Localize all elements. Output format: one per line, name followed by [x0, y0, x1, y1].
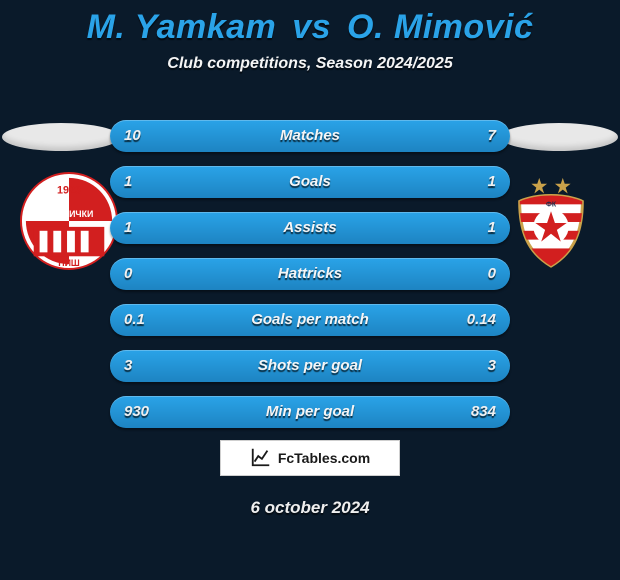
stat-row: 0Hattricks0 — [110, 258, 510, 290]
svg-text:РАДНИЧКИ: РАДНИЧКИ — [45, 209, 94, 219]
player-silhouette-right — [500, 123, 618, 151]
player-silhouette-left — [2, 123, 120, 151]
club-logo-right: ФК — [502, 172, 600, 270]
page-title: M. Yamkam vs O. Mimović — [0, 0, 620, 47]
date-text: 6 october 2024 — [0, 498, 620, 518]
stat-label: Min per goal — [110, 396, 510, 428]
stat-value-right: 0.14 — [467, 304, 496, 336]
stat-value-right: 1 — [488, 166, 496, 198]
title-left: M. Yamkam — [87, 8, 277, 46]
club-left-year: 1923 — [57, 185, 81, 197]
stat-label: Assists — [110, 212, 510, 244]
stat-value-right: 1 — [488, 212, 496, 244]
subtitle: Club competitions, Season 2024/2025 — [0, 55, 620, 73]
stat-row: 1Assists1 — [110, 212, 510, 244]
stat-row: 0.1Goals per match0.14 — [110, 304, 510, 336]
stat-value-right: 3 — [488, 350, 496, 382]
stats-rows: 10Matches71Goals11Assists10Hattricks00.1… — [110, 120, 510, 442]
svg-text:ФК: ФК — [546, 201, 557, 208]
stat-value-right: 834 — [471, 396, 496, 428]
stat-label: Hattricks — [110, 258, 510, 290]
stat-label: Shots per goal — [110, 350, 510, 382]
svg-text:НИШ: НИШ — [58, 258, 80, 268]
brand-box: FcTables.com — [220, 440, 400, 476]
chart-icon — [250, 446, 272, 471]
stat-row: 930Min per goal834 — [110, 396, 510, 428]
stat-label: Matches — [110, 120, 510, 152]
title-right: O. Mimović — [347, 8, 533, 46]
brand-text: FcTables.com — [278, 450, 370, 466]
stat-row: 3Shots per goal3 — [110, 350, 510, 382]
title-sep: vs — [292, 8, 331, 46]
stat-value-right: 0 — [488, 258, 496, 290]
stat-label: Goals per match — [110, 304, 510, 336]
stat-value-right: 7 — [488, 120, 496, 152]
stat-row: 1Goals1 — [110, 166, 510, 198]
stat-label: Goals — [110, 166, 510, 198]
club-logo-left: 1923 РАДНИЧКИ НИШ — [20, 172, 118, 270]
stat-row: 10Matches7 — [110, 120, 510, 152]
